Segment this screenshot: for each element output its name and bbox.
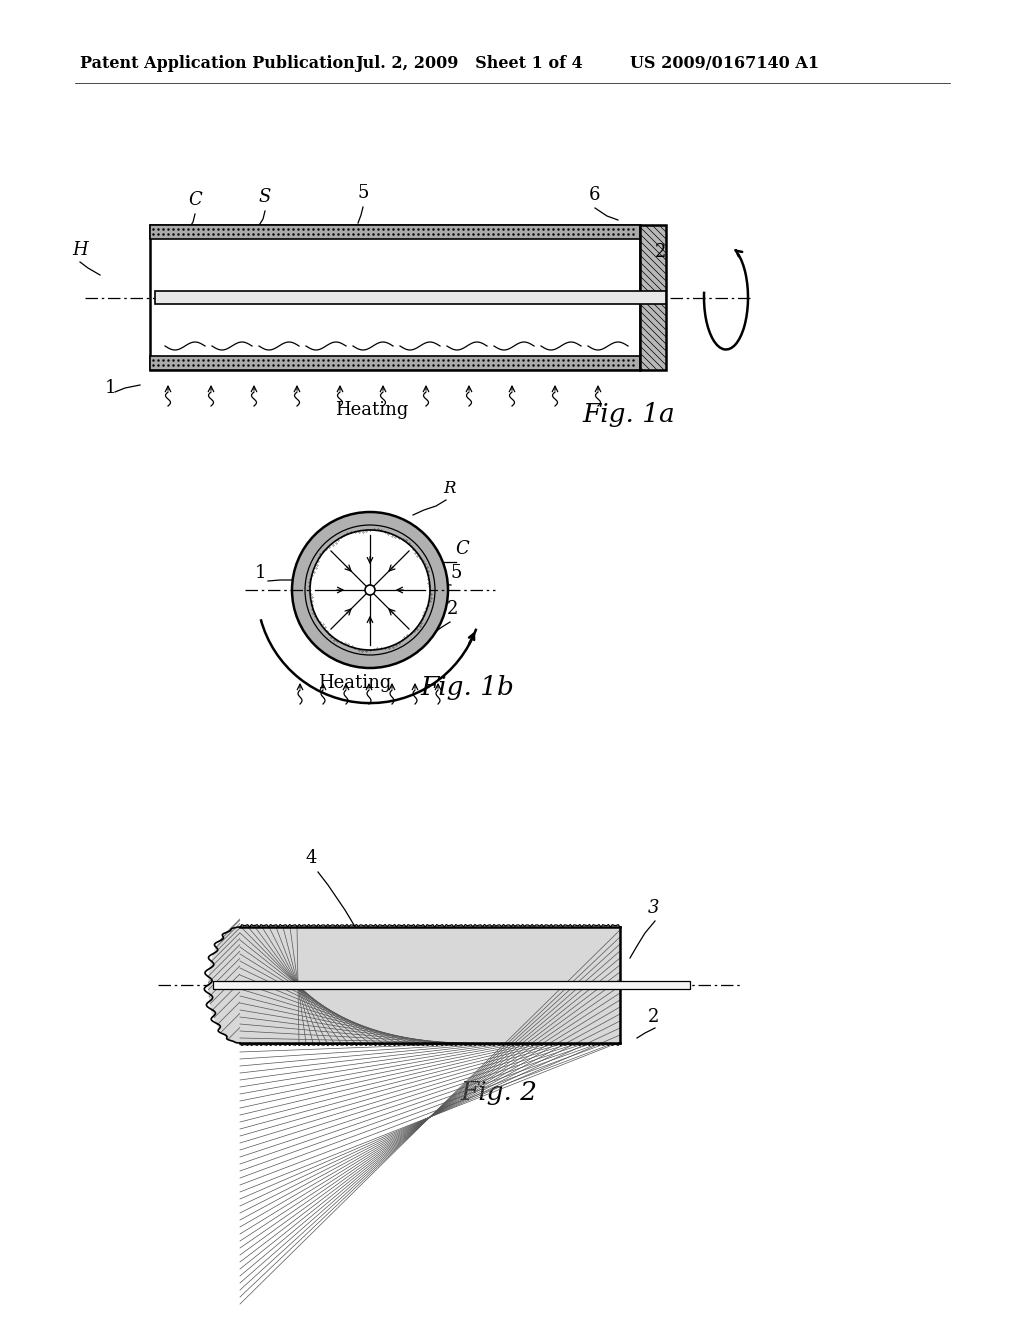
Polygon shape [150,224,640,370]
Text: 1: 1 [105,379,117,397]
Polygon shape [213,981,690,989]
Text: H: H [72,242,88,259]
Text: Fig. 1a: Fig. 1a [582,403,675,426]
Text: 5: 5 [357,183,369,202]
Ellipse shape [365,585,375,595]
Text: C: C [455,540,469,558]
Text: Heating: Heating [318,675,391,692]
Text: 6: 6 [589,186,601,205]
Text: 2: 2 [655,243,667,261]
Polygon shape [240,927,620,1043]
Text: Fig. 2: Fig. 2 [460,1080,537,1105]
Text: S: S [259,187,271,206]
Text: 3: 3 [648,899,659,917]
Text: 1: 1 [255,564,266,582]
Text: Patent Application Publication: Patent Application Publication [80,54,354,71]
Polygon shape [150,224,640,239]
Ellipse shape [310,531,430,649]
Text: 4: 4 [305,849,316,867]
Text: US 2009/0167140 A1: US 2009/0167140 A1 [630,54,819,71]
Text: 5: 5 [450,564,462,582]
Ellipse shape [292,512,449,668]
Text: 2: 2 [447,601,459,618]
Polygon shape [640,224,666,370]
Ellipse shape [208,927,272,1043]
Text: Heating: Heating [335,401,409,418]
Text: R: R [443,480,456,498]
Text: C: C [188,191,202,209]
Text: Jul. 2, 2009   Sheet 1 of 4: Jul. 2, 2009 Sheet 1 of 4 [355,54,583,71]
Polygon shape [150,356,640,370]
Polygon shape [155,290,666,304]
Text: 2: 2 [648,1008,659,1026]
Text: Fig. 1b: Fig. 1b [420,675,514,700]
